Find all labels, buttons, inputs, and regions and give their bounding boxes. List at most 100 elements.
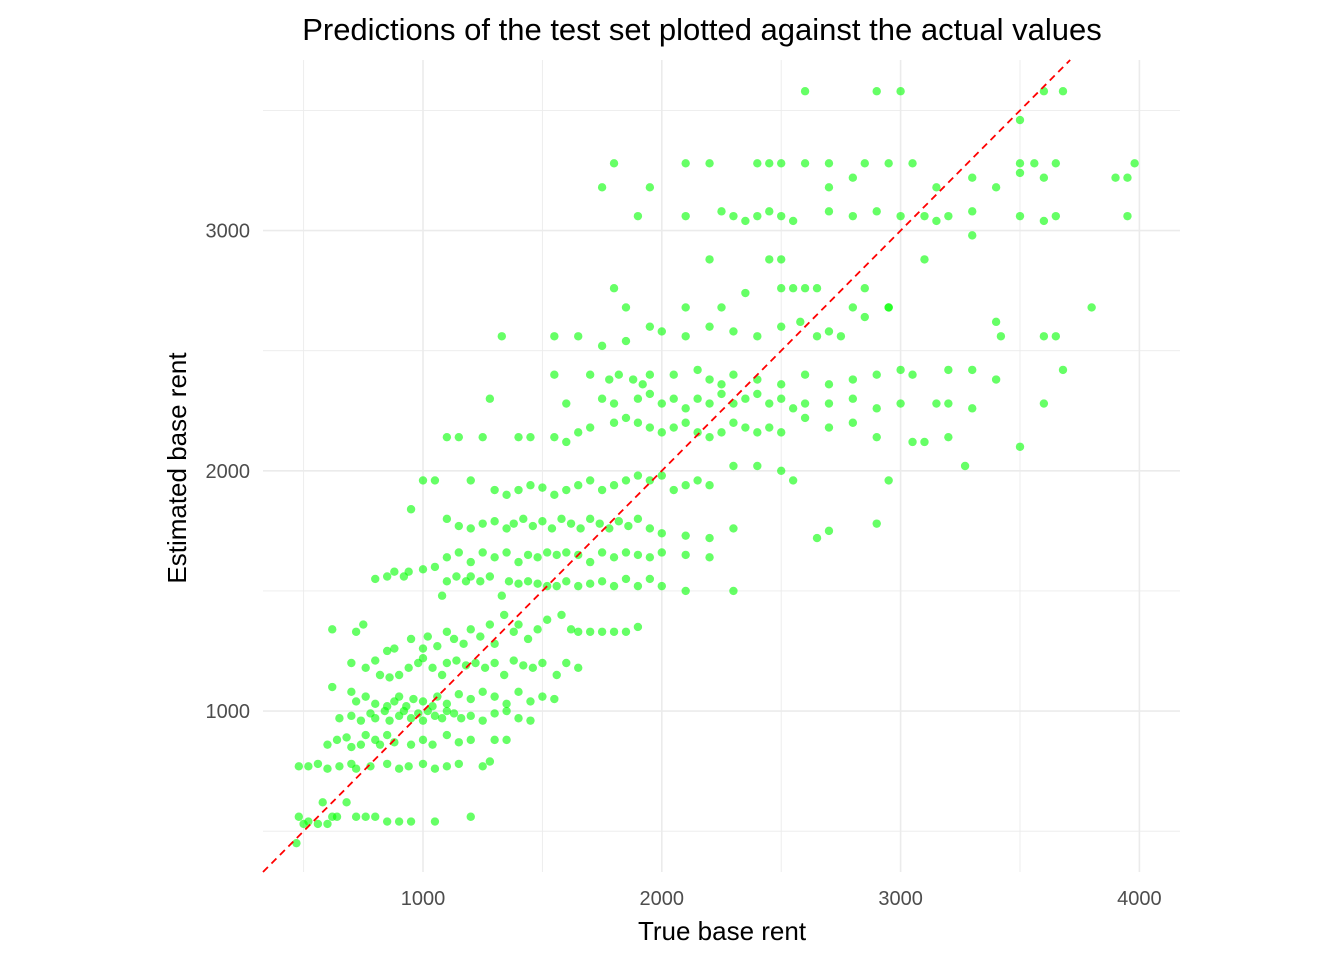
data-point (485, 620, 495, 629)
data-point (788, 476, 798, 485)
data-point (428, 702, 437, 711)
data-point (605, 524, 614, 533)
data-point (621, 413, 631, 423)
data-point (908, 370, 917, 379)
data-point (729, 327, 738, 336)
data-point (519, 514, 528, 524)
data-point (777, 428, 786, 437)
data-point (693, 394, 702, 403)
data-point (485, 394, 495, 403)
tick-labels: 1000 2000 3000 4000 1000 2000 3000 (206, 221, 1162, 910)
data-point (693, 476, 702, 485)
data-point (777, 255, 786, 264)
data-point (753, 428, 762, 437)
data-point (621, 548, 631, 557)
data-point (753, 389, 762, 399)
data-point (609, 159, 619, 168)
data-point (633, 622, 643, 632)
data-point (430, 711, 440, 721)
data-point (342, 733, 351, 742)
data-point (409, 694, 418, 704)
data-point (574, 627, 583, 636)
data-point (624, 521, 633, 531)
data-point (394, 692, 404, 701)
data-point (390, 644, 399, 653)
data-point (454, 759, 464, 769)
data-point (347, 658, 356, 668)
data-point (920, 211, 929, 221)
data-point (633, 418, 643, 427)
data-point (609, 481, 619, 490)
data-point (991, 317, 1001, 327)
data-point (452, 572, 461, 581)
data-point (777, 322, 786, 331)
data-point (765, 159, 774, 168)
data-point (466, 735, 475, 745)
data-point (490, 658, 499, 668)
data-point (490, 553, 499, 562)
data-point (437, 591, 447, 600)
data-point (788, 216, 798, 226)
data-point (519, 661, 528, 670)
data-point (526, 716, 535, 725)
data-point (356, 716, 366, 725)
data-point (406, 740, 416, 749)
data-point (361, 663, 370, 672)
data-point (1039, 399, 1049, 408)
data-point (609, 399, 619, 408)
data-point (968, 207, 977, 216)
data-point (332, 735, 342, 745)
data-point (645, 322, 655, 331)
data-point (765, 399, 774, 408)
data-point (1123, 173, 1132, 182)
data-point (466, 557, 475, 567)
data-point (356, 740, 366, 749)
data-point (717, 428, 726, 437)
data-point (621, 627, 631, 636)
data-point (509, 656, 518, 665)
data-point (323, 740, 332, 749)
y-axis-title: Estimated base rent (162, 352, 192, 584)
data-point (1058, 365, 1068, 375)
data-point (550, 370, 559, 379)
data-point (454, 432, 464, 442)
data-point (693, 428, 702, 437)
data-point (633, 471, 643, 480)
data-point (1039, 216, 1049, 226)
data-point (796, 317, 805, 327)
data-point (437, 714, 447, 723)
data-point (848, 375, 858, 384)
data-point (812, 284, 822, 293)
data-point (872, 404, 881, 413)
data-point (669, 370, 678, 379)
data-point (292, 838, 301, 848)
data-point (430, 476, 440, 485)
data-point (765, 255, 774, 264)
data-point (547, 524, 557, 533)
data-point (1030, 159, 1039, 168)
data-point (657, 327, 666, 336)
data-point (800, 284, 810, 293)
data-point (1051, 211, 1061, 221)
data-point (896, 399, 905, 408)
data-point (402, 702, 411, 711)
data-point (705, 159, 714, 168)
data-point (466, 476, 475, 485)
data-point (944, 399, 953, 408)
data-point (621, 574, 631, 584)
data-point (920, 255, 929, 264)
data-point (533, 625, 542, 634)
data-point (394, 670, 404, 680)
y-tick-label: 3000 (206, 221, 251, 243)
data-point (669, 485, 678, 495)
data-point (430, 764, 440, 773)
data-point (430, 562, 440, 572)
y-tick-label: 1000 (206, 701, 251, 723)
data-point (523, 550, 533, 560)
data-point (566, 519, 576, 528)
data-point (729, 461, 738, 471)
data-point (382, 646, 392, 656)
data-point (361, 812, 370, 821)
data-point (872, 432, 881, 442)
data-point (681, 404, 690, 413)
